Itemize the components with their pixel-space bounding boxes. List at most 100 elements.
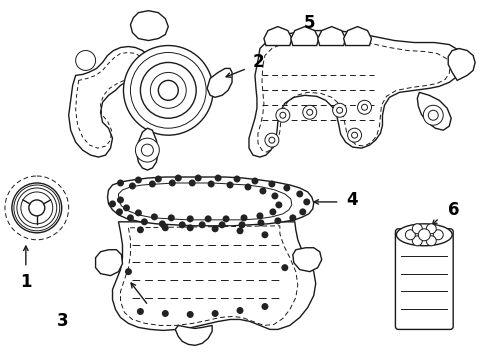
Circle shape bbox=[137, 308, 144, 315]
Circle shape bbox=[179, 221, 186, 228]
Polygon shape bbox=[69, 46, 153, 157]
Text: 6: 6 bbox=[448, 201, 460, 219]
Text: 2: 2 bbox=[252, 53, 264, 71]
Polygon shape bbox=[343, 27, 371, 45]
Circle shape bbox=[205, 215, 212, 222]
Circle shape bbox=[413, 224, 422, 234]
Circle shape bbox=[423, 105, 443, 125]
Circle shape bbox=[127, 214, 134, 221]
Polygon shape bbox=[318, 27, 345, 45]
Circle shape bbox=[362, 104, 368, 110]
Text: 4: 4 bbox=[346, 191, 357, 209]
Ellipse shape bbox=[396, 224, 452, 246]
Circle shape bbox=[130, 53, 206, 128]
Circle shape bbox=[347, 128, 362, 142]
Circle shape bbox=[116, 208, 123, 215]
Circle shape bbox=[226, 181, 234, 189]
Circle shape bbox=[259, 188, 267, 194]
Circle shape bbox=[303, 105, 317, 119]
Circle shape bbox=[162, 310, 169, 317]
Circle shape bbox=[168, 214, 175, 221]
Circle shape bbox=[405, 230, 416, 240]
FancyBboxPatch shape bbox=[395, 229, 453, 329]
Polygon shape bbox=[136, 128, 158, 170]
Circle shape bbox=[426, 224, 436, 234]
Polygon shape bbox=[175, 325, 212, 345]
Circle shape bbox=[222, 215, 229, 222]
Circle shape bbox=[109, 201, 116, 207]
Circle shape bbox=[337, 107, 343, 113]
Circle shape bbox=[234, 176, 241, 183]
Text: 3: 3 bbox=[57, 312, 69, 330]
Polygon shape bbox=[130, 11, 168, 41]
Circle shape bbox=[21, 192, 53, 224]
Circle shape bbox=[162, 224, 169, 231]
Circle shape bbox=[358, 100, 371, 114]
Polygon shape bbox=[264, 27, 292, 45]
Polygon shape bbox=[417, 92, 451, 130]
Circle shape bbox=[5, 176, 69, 240]
Circle shape bbox=[270, 208, 276, 215]
Circle shape bbox=[141, 219, 148, 225]
Circle shape bbox=[281, 264, 288, 271]
Polygon shape bbox=[121, 226, 298, 325]
Circle shape bbox=[117, 197, 124, 203]
Polygon shape bbox=[96, 250, 122, 276]
Circle shape bbox=[215, 175, 221, 181]
Circle shape bbox=[158, 80, 178, 100]
Circle shape bbox=[123, 204, 130, 211]
Circle shape bbox=[135, 210, 142, 216]
Circle shape bbox=[256, 212, 264, 219]
Circle shape bbox=[245, 184, 251, 190]
Circle shape bbox=[428, 110, 438, 120]
Circle shape bbox=[219, 221, 225, 228]
Circle shape bbox=[175, 175, 182, 181]
Polygon shape bbox=[107, 177, 314, 226]
Circle shape bbox=[195, 175, 202, 181]
Circle shape bbox=[265, 133, 279, 147]
Circle shape bbox=[257, 219, 265, 226]
Circle shape bbox=[283, 184, 290, 192]
Circle shape bbox=[352, 132, 358, 138]
Circle shape bbox=[142, 144, 153, 156]
Circle shape bbox=[169, 180, 176, 186]
Circle shape bbox=[296, 190, 303, 197]
Circle shape bbox=[418, 229, 430, 241]
Polygon shape bbox=[113, 222, 316, 330]
Circle shape bbox=[123, 45, 213, 135]
Polygon shape bbox=[448, 49, 475, 80]
Circle shape bbox=[141, 62, 196, 118]
Circle shape bbox=[187, 224, 194, 231]
Text: 5: 5 bbox=[304, 14, 316, 32]
Circle shape bbox=[289, 214, 296, 221]
Circle shape bbox=[135, 176, 142, 184]
Circle shape bbox=[75, 50, 96, 71]
Circle shape bbox=[413, 236, 422, 246]
Circle shape bbox=[274, 217, 281, 224]
Circle shape bbox=[187, 215, 194, 222]
Circle shape bbox=[299, 208, 306, 215]
Circle shape bbox=[237, 307, 244, 314]
Circle shape bbox=[237, 227, 244, 234]
Circle shape bbox=[212, 225, 219, 232]
Circle shape bbox=[137, 226, 144, 233]
Circle shape bbox=[125, 268, 132, 275]
Circle shape bbox=[269, 137, 275, 143]
Circle shape bbox=[149, 180, 156, 188]
Circle shape bbox=[159, 220, 166, 227]
Circle shape bbox=[307, 109, 313, 115]
Text: 1: 1 bbox=[20, 273, 31, 291]
Circle shape bbox=[12, 183, 62, 233]
Circle shape bbox=[155, 176, 162, 183]
Circle shape bbox=[117, 180, 124, 186]
Circle shape bbox=[150, 72, 186, 108]
Circle shape bbox=[271, 193, 278, 199]
Polygon shape bbox=[207, 68, 232, 97]
Circle shape bbox=[433, 230, 443, 240]
Circle shape bbox=[189, 180, 196, 186]
Circle shape bbox=[269, 180, 275, 188]
Circle shape bbox=[276, 108, 290, 122]
Circle shape bbox=[275, 201, 282, 208]
Circle shape bbox=[29, 200, 45, 216]
Circle shape bbox=[251, 177, 258, 184]
